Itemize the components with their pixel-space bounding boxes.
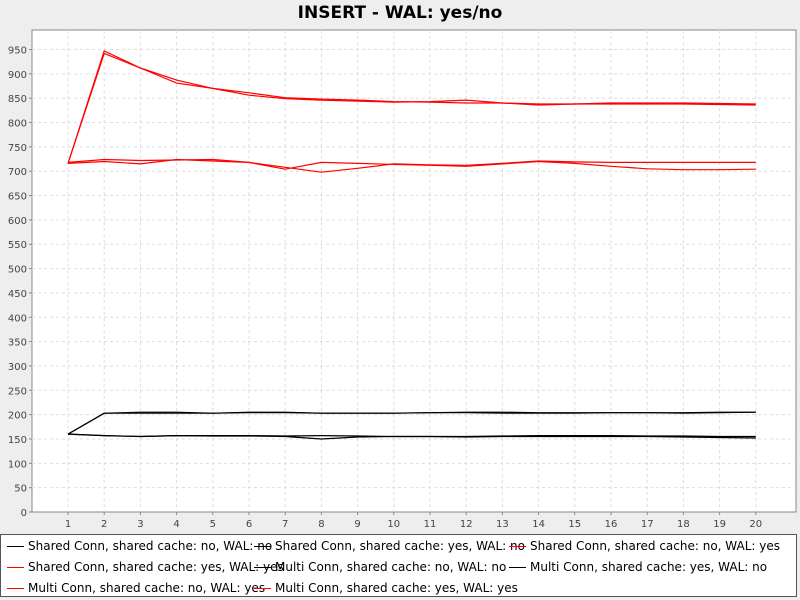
x-tick-label: 12 xyxy=(460,519,473,530)
x-tick-label: 13 xyxy=(496,519,509,530)
y-tick-label: 700 xyxy=(8,167,27,178)
series-line-7 xyxy=(67,158,756,171)
x-tick-label: 20 xyxy=(749,519,762,530)
x-tick-label: 18 xyxy=(677,519,690,530)
chart-title: INSERT - WAL: yes/no xyxy=(297,3,503,23)
x-tick-label: 8 xyxy=(318,519,324,530)
y-tick-label: 200 xyxy=(8,411,27,422)
y-tick-label: 650 xyxy=(8,192,27,203)
legend-label: Shared Conn, shared cache: no, WAL: yes xyxy=(530,539,780,553)
plot-area xyxy=(31,29,797,513)
y-tick-label: 950 xyxy=(8,45,27,56)
x-tick-label: 16 xyxy=(605,519,618,530)
y-tick-label: 800 xyxy=(8,119,27,130)
series-line-6 xyxy=(67,433,756,438)
y-tick-label: 900 xyxy=(8,70,27,81)
x-tick-label: 2 xyxy=(101,519,107,530)
y-tick-label: 400 xyxy=(8,313,27,324)
legend-item: Shared Conn, shared cache: no, WAL: yes xyxy=(509,539,780,553)
legend-swatch xyxy=(254,588,271,589)
x-tick-label: 17 xyxy=(641,519,654,530)
line-chart: 0 50 100 150 200 250 300 350 400 450 500 550 600 650 7… xyxy=(8,29,797,530)
x-tick-label: 3 xyxy=(137,519,143,530)
y-tick-label: 100 xyxy=(8,459,27,470)
series-line-8 xyxy=(67,52,756,164)
x-tick-label: 14 xyxy=(532,519,545,530)
y-tick-label: 350 xyxy=(8,338,27,349)
x-tick-label: 6 xyxy=(246,519,252,530)
legend-label: Shared Conn, shared cache: yes, WAL: yes xyxy=(28,560,284,574)
legend-label: Multi Conn, shared cache: no, WAL: yes xyxy=(28,581,266,595)
x-tick-label: 11 xyxy=(424,519,437,530)
legend-label: Multi Conn, shared cache: yes, WAL: yes xyxy=(275,581,518,595)
x-tick-label: 19 xyxy=(713,519,726,530)
legend-item: Multi Conn, shared cache: no, WAL: yes xyxy=(7,581,265,595)
legend-item: Shared Conn, shared cache: yes, WAL: yes xyxy=(7,560,284,574)
x-tick-label: 15 xyxy=(568,519,581,530)
legend-swatch xyxy=(254,546,271,547)
legend-swatch xyxy=(509,567,526,568)
x-tick-label: 7 xyxy=(282,519,288,530)
y-tick-label: 850 xyxy=(8,94,27,105)
series-lines xyxy=(67,50,756,440)
legend-item: Shared Conn, shared cache: yes, WAL: no xyxy=(254,539,525,553)
axes: 0 50 100 150 200 250 300 350 400 450 500 550 600 650 7… xyxy=(8,45,762,530)
legend-label: Multi Conn, shared cache: no, WAL: no xyxy=(275,560,507,574)
x-tick-label: 1 xyxy=(65,519,71,530)
legend-label: Shared Conn, shared cache: no, WAL: no xyxy=(28,539,273,553)
legend-item: Multi Conn, shared cache: yes, WAL: yes xyxy=(254,581,518,595)
y-tick-label: 600 xyxy=(8,216,27,227)
series-line-5 xyxy=(67,411,756,435)
y-tick-label: 250 xyxy=(8,386,27,397)
legend-swatch xyxy=(7,567,24,568)
legend: Shared Conn, shared cache: no, WAL: no Sh… xyxy=(0,534,797,597)
x-tick-label: 10 xyxy=(387,519,400,530)
legend-item: Multi Conn, shared cache: yes, WAL: no xyxy=(509,560,767,574)
y-tick-label: 300 xyxy=(8,362,27,373)
y-tick-label: 550 xyxy=(8,240,27,251)
y-tick-label: 0 xyxy=(21,508,27,519)
x-tick-label: 5 xyxy=(210,519,216,530)
legend-swatch xyxy=(254,567,271,568)
legend-item: Shared Conn, shared cache: no, WAL: no xyxy=(7,539,272,553)
y-tick-label: 150 xyxy=(8,435,27,446)
legend-item: Multi Conn, shared cache: no, WAL: no xyxy=(254,560,506,574)
y-tick-label: 750 xyxy=(8,143,27,154)
x-tick-label: 9 xyxy=(354,519,360,530)
y-tick-label: 50 xyxy=(14,484,27,495)
y-tick-label: 450 xyxy=(8,289,27,300)
legend-swatch xyxy=(7,588,24,589)
legend-label: Multi Conn, shared cache: yes, WAL: no xyxy=(530,560,768,574)
legend-swatch xyxy=(7,546,24,547)
legend-swatch xyxy=(509,546,526,547)
y-tick-label: 500 xyxy=(8,265,27,276)
legend-label: Shared Conn, shared cache: yes, WAL: no xyxy=(275,539,525,553)
x-tick-label: 4 xyxy=(173,519,179,530)
